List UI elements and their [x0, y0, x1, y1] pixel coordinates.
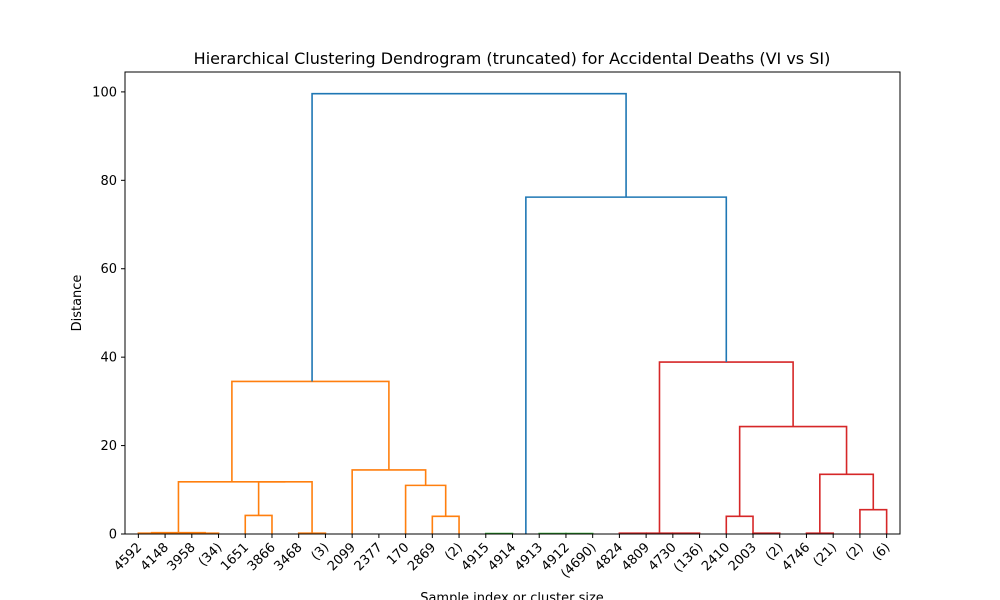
dendrogram-link-3	[244, 514, 273, 534]
y-tick-label: 0	[109, 528, 117, 543]
x-tick-label: (2)	[843, 540, 867, 564]
dendrogram-link-24	[525, 196, 728, 534]
x-tick-label: 4809	[619, 540, 653, 574]
chart-title: Hierarchical Clustering Dendrogram (trun…	[194, 49, 831, 68]
x-tick-label: (21)	[811, 540, 840, 569]
y-tick-label: 80	[100, 174, 117, 189]
plot-frame	[124, 71, 901, 535]
x-tick-label: 4915	[459, 540, 493, 574]
dendrogram-link-20	[859, 508, 888, 534]
x-tick-label: 3958	[165, 540, 199, 574]
dendrogram-link-23	[658, 361, 794, 534]
y-axis-label: Distance	[70, 275, 85, 332]
x-tick-label: 3468	[272, 540, 306, 574]
x-tick-label: 2377	[352, 540, 386, 574]
dendrogram-link-22	[738, 425, 848, 517]
y-tick-label: 40	[100, 351, 117, 366]
y-tick-label: 100	[92, 85, 117, 100]
dendrogram-link-25	[311, 92, 627, 382]
dendrogram-link-10	[231, 380, 390, 482]
x-axis-label: Sample index or cluster size	[420, 591, 604, 600]
dendrogram-link-21	[819, 473, 875, 534]
dendrogram-link-7	[431, 515, 460, 534]
x-tick-label: 2099	[325, 540, 359, 574]
x-tick-label: 2003	[726, 540, 760, 574]
dendrogram-link-6	[177, 481, 286, 533]
x-tick-label: 4913	[512, 540, 546, 574]
x-tick-label: 2869	[405, 540, 439, 574]
x-tick-label: (136)	[671, 540, 706, 575]
y-axis-ticks: 0 20 40 60 80 100	[92, 85, 125, 543]
dendrogram-links	[137, 92, 888, 535]
y-tick-label: 60	[100, 262, 117, 277]
x-tick-label: 4592	[111, 540, 145, 574]
x-tick-label: 4746	[779, 540, 813, 574]
x-tick-label: 2410	[699, 540, 733, 574]
y-tick-label: 20	[100, 439, 117, 454]
x-tick-label: 4148	[138, 540, 172, 574]
x-tick-label: 3866	[245, 540, 279, 574]
dendrogram-link-5	[257, 481, 313, 534]
x-tick-label: 4914	[485, 540, 519, 574]
dendrogram-link-17	[725, 515, 754, 534]
x-tick-label: (6)	[870, 540, 894, 564]
x-tick-label: 1651	[218, 540, 252, 574]
x-tick-label: 4824	[592, 540, 626, 574]
dendrogram-link-8	[404, 484, 447, 534]
dendrogram-link-9	[351, 469, 427, 534]
